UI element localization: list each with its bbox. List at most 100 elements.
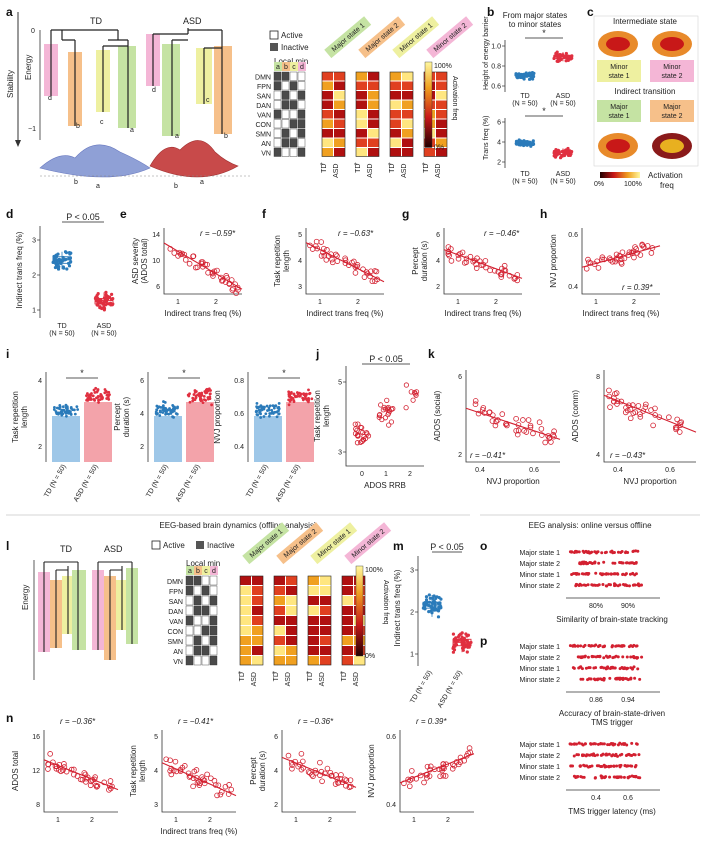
grid-cell xyxy=(193,625,202,636)
c-brain-2-core xyxy=(660,37,684,51)
i-ylabel-0: Task repetitionlength xyxy=(11,391,29,443)
grid-cell xyxy=(193,605,202,616)
d-td-point xyxy=(68,256,73,260)
i-point xyxy=(97,398,100,402)
network-label-an: AN xyxy=(173,649,183,656)
heat-cell xyxy=(274,646,285,655)
m-asd-point xyxy=(465,650,469,654)
local-min-letter: b xyxy=(196,568,200,575)
grid-cell xyxy=(297,128,306,138)
i-point xyxy=(193,389,197,392)
d-td-point xyxy=(57,257,61,261)
i-point xyxy=(163,401,167,404)
i-point xyxy=(193,398,197,402)
f-point xyxy=(323,257,330,263)
e-xlabel: Indirect trans freq (%) xyxy=(165,309,242,318)
b-bot-td-point xyxy=(514,139,519,143)
heat-cell xyxy=(390,81,401,90)
i-bar xyxy=(154,416,182,462)
panel-letter-k: k xyxy=(428,347,435,361)
b-top-asd-point xyxy=(570,56,574,60)
n2-ylabel-line: length xyxy=(138,760,147,782)
p1-point xyxy=(584,666,588,670)
i-point xyxy=(289,392,293,395)
p2-point xyxy=(618,764,622,768)
d-asd-label: ASD (N = 50) xyxy=(91,323,116,338)
heatmap-star: * xyxy=(238,671,241,678)
local-min-letter-bg xyxy=(282,62,290,71)
i-asd-label: ASD (N = 50) xyxy=(73,464,100,504)
heatmap-asd-label: ASD xyxy=(251,672,258,686)
state-tag-bg xyxy=(344,522,392,565)
heat-cell xyxy=(240,606,251,615)
g-point xyxy=(455,255,462,262)
j-point xyxy=(376,412,383,418)
i-point xyxy=(287,390,291,394)
i-point xyxy=(204,399,208,402)
n3-point xyxy=(289,765,295,772)
p1-point xyxy=(606,665,610,669)
grid-cell xyxy=(209,625,218,636)
c-minor2-label: Minor state 2 xyxy=(661,64,682,80)
c-major2-box xyxy=(650,100,694,122)
k2-point xyxy=(606,387,612,394)
b-bot-asd-label-line: ASD xyxy=(556,171,570,178)
state-tag-bg xyxy=(392,16,440,59)
local-min-letter: b xyxy=(284,64,288,71)
panel-c: Intermediate state Minor state 1 Minor sta… xyxy=(593,15,699,190)
p2-point xyxy=(595,764,599,768)
n3-point xyxy=(310,773,316,780)
n4-ylabel-line: NVJ proportion xyxy=(367,744,376,797)
asd-energy-landscape xyxy=(149,140,239,178)
o-point xyxy=(582,583,586,587)
p1-point xyxy=(602,676,606,680)
k2-xlabel: NVJ proportion xyxy=(623,477,676,486)
heat-cell xyxy=(240,646,251,655)
grid-cell xyxy=(297,109,306,119)
c-colorbar-max: 100% xyxy=(624,181,642,188)
grid-cell xyxy=(289,109,298,119)
o-point xyxy=(613,572,617,576)
grid-cell xyxy=(185,595,194,606)
k2-ytick: 8 xyxy=(596,374,600,381)
h-r: r = 0.39* xyxy=(622,283,653,292)
e-ylabel-line: ASD severity xyxy=(131,238,140,284)
m-td-point xyxy=(429,609,433,613)
d-td-label: TD (N = 50) xyxy=(49,323,74,338)
i-ytick: 4 xyxy=(140,411,144,418)
j-point xyxy=(360,437,367,443)
d-td-point xyxy=(56,252,60,256)
h-point xyxy=(633,246,639,252)
p2-point xyxy=(619,775,623,779)
heat-cell xyxy=(274,586,285,595)
i-point xyxy=(169,410,173,414)
i-point xyxy=(262,415,266,418)
colorbar-max: 100% xyxy=(365,567,383,574)
p2-point xyxy=(583,742,587,746)
h-ylabel: NVJ proportion xyxy=(549,234,558,287)
i-point xyxy=(67,409,70,413)
p2-point xyxy=(630,753,634,757)
f-point xyxy=(352,270,359,276)
k1-ytick: 2 xyxy=(458,452,462,459)
i-point xyxy=(63,410,67,414)
n2-xlabel: Indirect trans freq (%) xyxy=(161,827,238,836)
o-point xyxy=(634,572,638,576)
d-td-point xyxy=(67,250,72,255)
grid-cell xyxy=(193,635,202,646)
n4-ytick: 0.6 xyxy=(386,734,396,741)
asd-letter-c: c xyxy=(206,97,210,104)
n3-point xyxy=(297,761,303,768)
heat-cell xyxy=(240,576,251,585)
m-asd-label: ASD (N = 50) xyxy=(437,670,464,710)
h-point xyxy=(618,259,624,266)
i-point xyxy=(307,388,310,392)
k1-ylabel-line: ADOS (social) xyxy=(433,390,442,441)
g-point xyxy=(487,267,493,274)
e-axes xyxy=(163,228,242,295)
p2-point xyxy=(620,742,624,746)
k1-point xyxy=(551,428,557,435)
p1-point xyxy=(638,677,642,681)
heat-cell xyxy=(240,586,251,595)
